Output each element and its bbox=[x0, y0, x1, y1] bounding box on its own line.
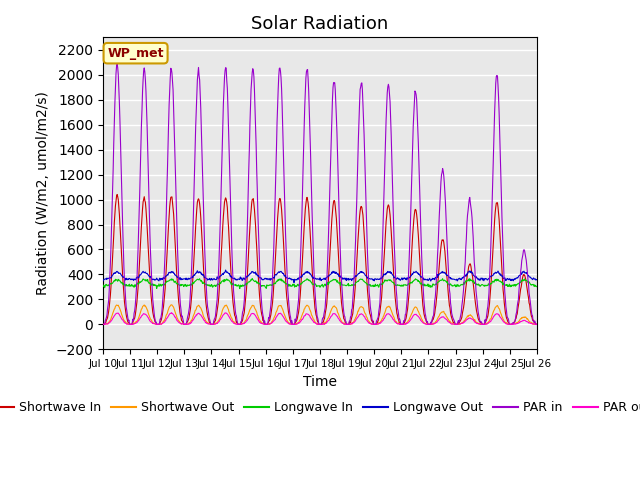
Title: Solar Radiation: Solar Radiation bbox=[252, 15, 388, 33]
Legend: Shortwave In, Shortwave Out, Longwave In, Longwave Out, PAR in, PAR out: Shortwave In, Shortwave Out, Longwave In… bbox=[0, 396, 640, 419]
X-axis label: Time: Time bbox=[303, 374, 337, 389]
Text: WP_met: WP_met bbox=[108, 47, 164, 60]
Y-axis label: Radiation (W/m2, umol/m2/s): Radiation (W/m2, umol/m2/s) bbox=[36, 91, 50, 295]
